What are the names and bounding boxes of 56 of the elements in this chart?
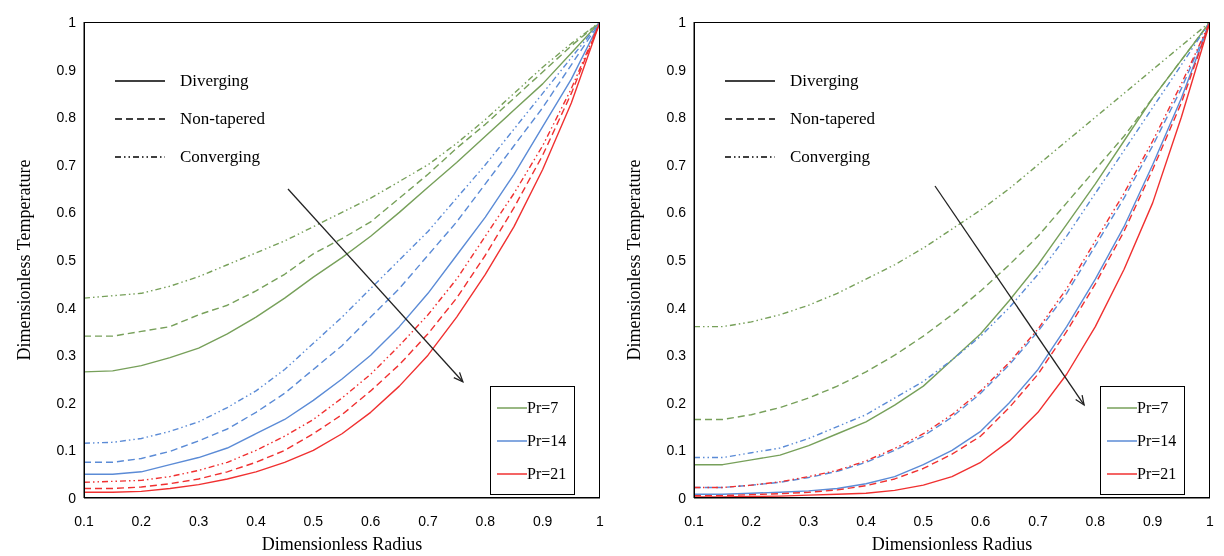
legend-label: Pr=21 — [1137, 464, 1177, 483]
y-tick-label: 0.7 — [666, 156, 687, 173]
y-tick-label: 0.5 — [666, 251, 687, 268]
annotation: Non-tapered — [180, 109, 265, 129]
y-tick-label: 0.9 — [56, 61, 77, 78]
x-tick-label: 0.7 — [418, 512, 438, 529]
y-tick-label: 0.1 — [666, 442, 687, 459]
x-tick-label: 0.6 — [970, 512, 991, 529]
y-tick-label: 0.5 — [56, 251, 77, 268]
x-tick-label: 0.2 — [741, 512, 762, 529]
y-tick-label: 1 — [68, 13, 77, 30]
legend-label: Pr=21 — [527, 464, 567, 483]
y-tick-label: 0.8 — [56, 109, 77, 126]
legend-label: Pr=14 — [527, 431, 567, 450]
y-tick-label: 0.6 — [666, 204, 687, 221]
y-tick-label: 0.7 — [56, 156, 77, 173]
y-tick-label: 0.1 — [56, 442, 77, 459]
x-tick-label: 0.5 — [303, 512, 324, 529]
y-tick-label: 0 — [68, 489, 77, 506]
x-tick-label: 0.6 — [360, 512, 381, 529]
annotation: Non-tapered — [790, 109, 875, 129]
y-tick-label: 0.4 — [666, 299, 687, 316]
x-tick-label: 0.3 — [188, 512, 209, 529]
legend-label: Pr=7 — [527, 398, 559, 417]
annotation: Diverging — [790, 71, 859, 91]
x-tick-label: 0.9 — [532, 512, 553, 529]
legend-label: Pr=7 — [1137, 398, 1169, 417]
x-tick-label: 1 — [1206, 512, 1215, 529]
y-tick-label: 0.2 — [666, 394, 687, 411]
legend-label: Pr=14 — [1137, 431, 1177, 450]
y-tick-label: 0.9 — [666, 61, 687, 78]
y-tick-label: 0.3 — [56, 347, 77, 364]
x-tick-label: 1 — [596, 512, 605, 529]
y-tick-label: 0.6 — [56, 204, 77, 221]
y-tick-label: 0.8 — [666, 109, 687, 126]
y-tick-label: 0.2 — [56, 394, 77, 411]
x-tick-label: 0.2 — [131, 512, 152, 529]
annotation: Converging — [790, 147, 870, 167]
x-tick-label: 0.3 — [798, 512, 819, 529]
y-tick-label: 0.4 — [56, 299, 77, 316]
y-tick-label: 0.3 — [666, 347, 687, 364]
annotation: Converging — [180, 147, 260, 167]
x-tick-label: 0.5 — [913, 512, 934, 529]
y-tick-label: 0 — [678, 489, 687, 506]
x-tick-label: 0.9 — [1142, 512, 1163, 529]
x-tick-label: 0.4 — [246, 512, 266, 529]
annotation: Diverging — [180, 71, 249, 91]
x-tick-label: 0.7 — [1028, 512, 1048, 529]
y-tick-label: 1 — [678, 13, 687, 30]
x-axis-title: Dimensionless Radius — [261, 534, 423, 554]
x-tick-label: 0.8 — [1085, 512, 1106, 529]
x-tick-label: 0.8 — [475, 512, 496, 529]
x-tick-label: 0.4 — [856, 512, 876, 529]
y-axis-title: Dimensionless Temperature — [14, 159, 35, 361]
y-axis-title: Dimensionless Temperature — [624, 159, 645, 361]
x-axis-title: Dimensionless Radius — [871, 534, 1033, 554]
